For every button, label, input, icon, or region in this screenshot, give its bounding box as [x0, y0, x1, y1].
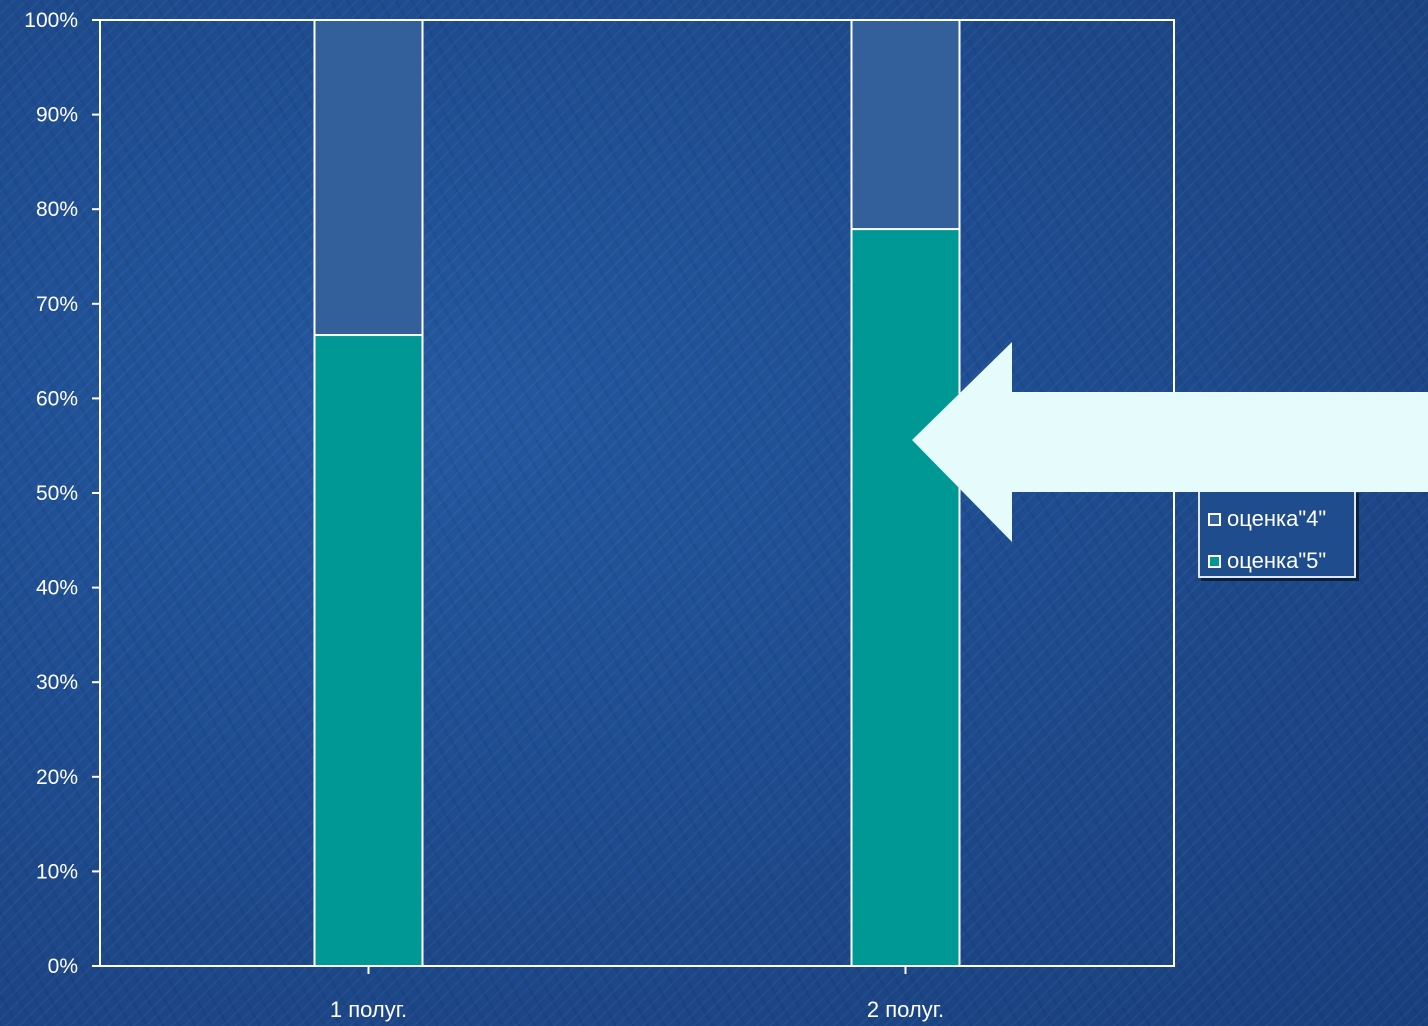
- y-tick-label: 50%: [36, 482, 78, 505]
- y-tick-label: 70%: [36, 293, 78, 316]
- bar-segment-5-cat-2: [850, 228, 961, 968]
- bar-segment-4-cat-1: [313, 19, 424, 337]
- y-tick-label: 20%: [36, 766, 78, 789]
- chart-legend: оценка"4" оценка"5": [1198, 490, 1356, 578]
- x-category-label: 1 полуг.: [330, 997, 407, 1022]
- left-arrow-icon: [912, 342, 1428, 542]
- y-tick-label: 60%: [36, 387, 78, 410]
- bar-segment-4-cat-2: [850, 19, 961, 231]
- bar-segment-5-cat-1: [313, 334, 424, 967]
- legend-label-5: оценка"5": [1227, 548, 1327, 573]
- legend-swatch-5: [1208, 554, 1221, 568]
- y-tick-label: 0%: [48, 955, 78, 978]
- legend-item-4: оценка"4": [1208, 504, 1326, 534]
- y-tick-label: 80%: [36, 198, 78, 221]
- y-tick-label: 40%: [36, 577, 78, 600]
- legend-swatch-4: [1208, 512, 1221, 526]
- x-category-label: 2 полуг.: [867, 997, 944, 1022]
- y-tick-label: 30%: [36, 671, 78, 694]
- y-tick-label: 90%: [36, 104, 78, 127]
- legend-item-5: оценка"5": [1208, 546, 1326, 576]
- y-tick-label: 100%: [24, 9, 78, 32]
- legend-label-4: оценка"4": [1227, 506, 1327, 531]
- left-arrow-shape: [912, 342, 1428, 542]
- y-tick-label: 10%: [36, 860, 78, 883]
